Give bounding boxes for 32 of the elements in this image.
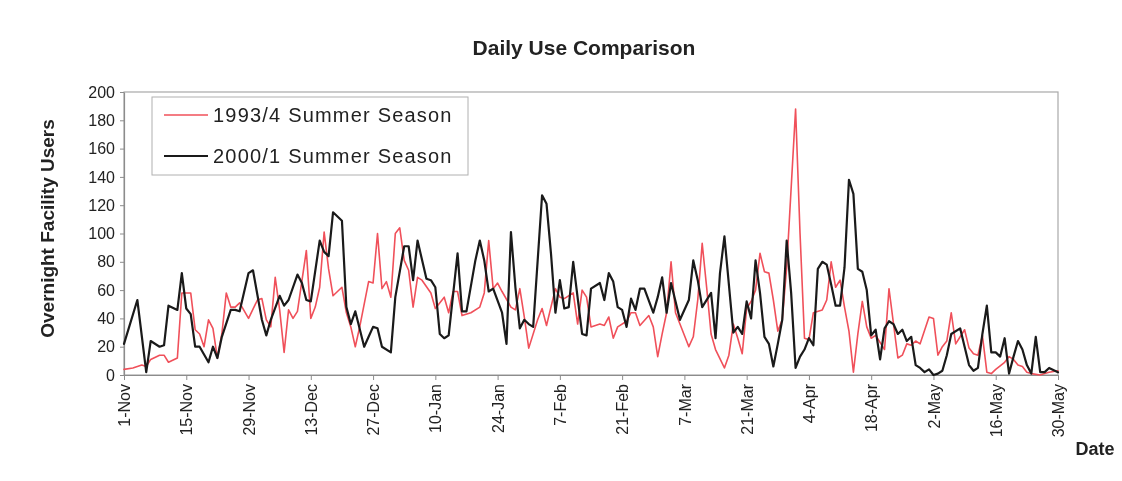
x-tick-label: 2-May [925,384,943,429]
x-tick-label: 13-Dec [302,384,320,436]
x-tick-label: 29-Nov [240,384,258,436]
legend-label: 2000/1 Summer Season [213,145,453,167]
x-tick-label: 15-Nov [178,384,196,436]
y-tick-label: 120 [88,196,116,214]
x-tick-label: 4-Apr [801,383,819,424]
y-tick-label: 180 [88,111,116,129]
y-tick-label: 80 [97,253,116,271]
y-tick-label: 140 [88,168,116,186]
x-tick-label: 7-Feb [551,383,569,426]
x-tick-label: 24-Jan [489,384,507,433]
x-axis-title: Date [1075,439,1115,459]
x-tick-label: 21-Feb [614,383,632,435]
x-tick-label: 7-Mar [676,383,694,426]
y-tick-label: 0 [106,366,116,384]
y-tick-label: 60 [97,281,116,299]
x-tick-label: 21-Mar [738,383,756,435]
x-tick-label: 10-Jan [427,384,445,433]
x-tick-label: 18-Apr [863,383,881,433]
legend-label: 1993/4 Summer Season [213,104,453,126]
y-tick-label: 20 [97,338,116,356]
y-tick-label: 100 [88,225,116,243]
x-tick-label: 16-May [987,384,1005,438]
y-axis-title: Overnight Facility Users [37,119,58,338]
x-tick-label: 1-Nov [116,384,134,427]
y-tick-label: 160 [88,140,116,158]
y-tick-label: 40 [97,310,116,328]
chart-title: Daily Use Comparison [472,36,696,59]
x-tick-label: 30-May [1050,384,1068,438]
y-tick-label: 200 [88,83,116,101]
x-tick-label: 27-Dec [365,384,383,436]
